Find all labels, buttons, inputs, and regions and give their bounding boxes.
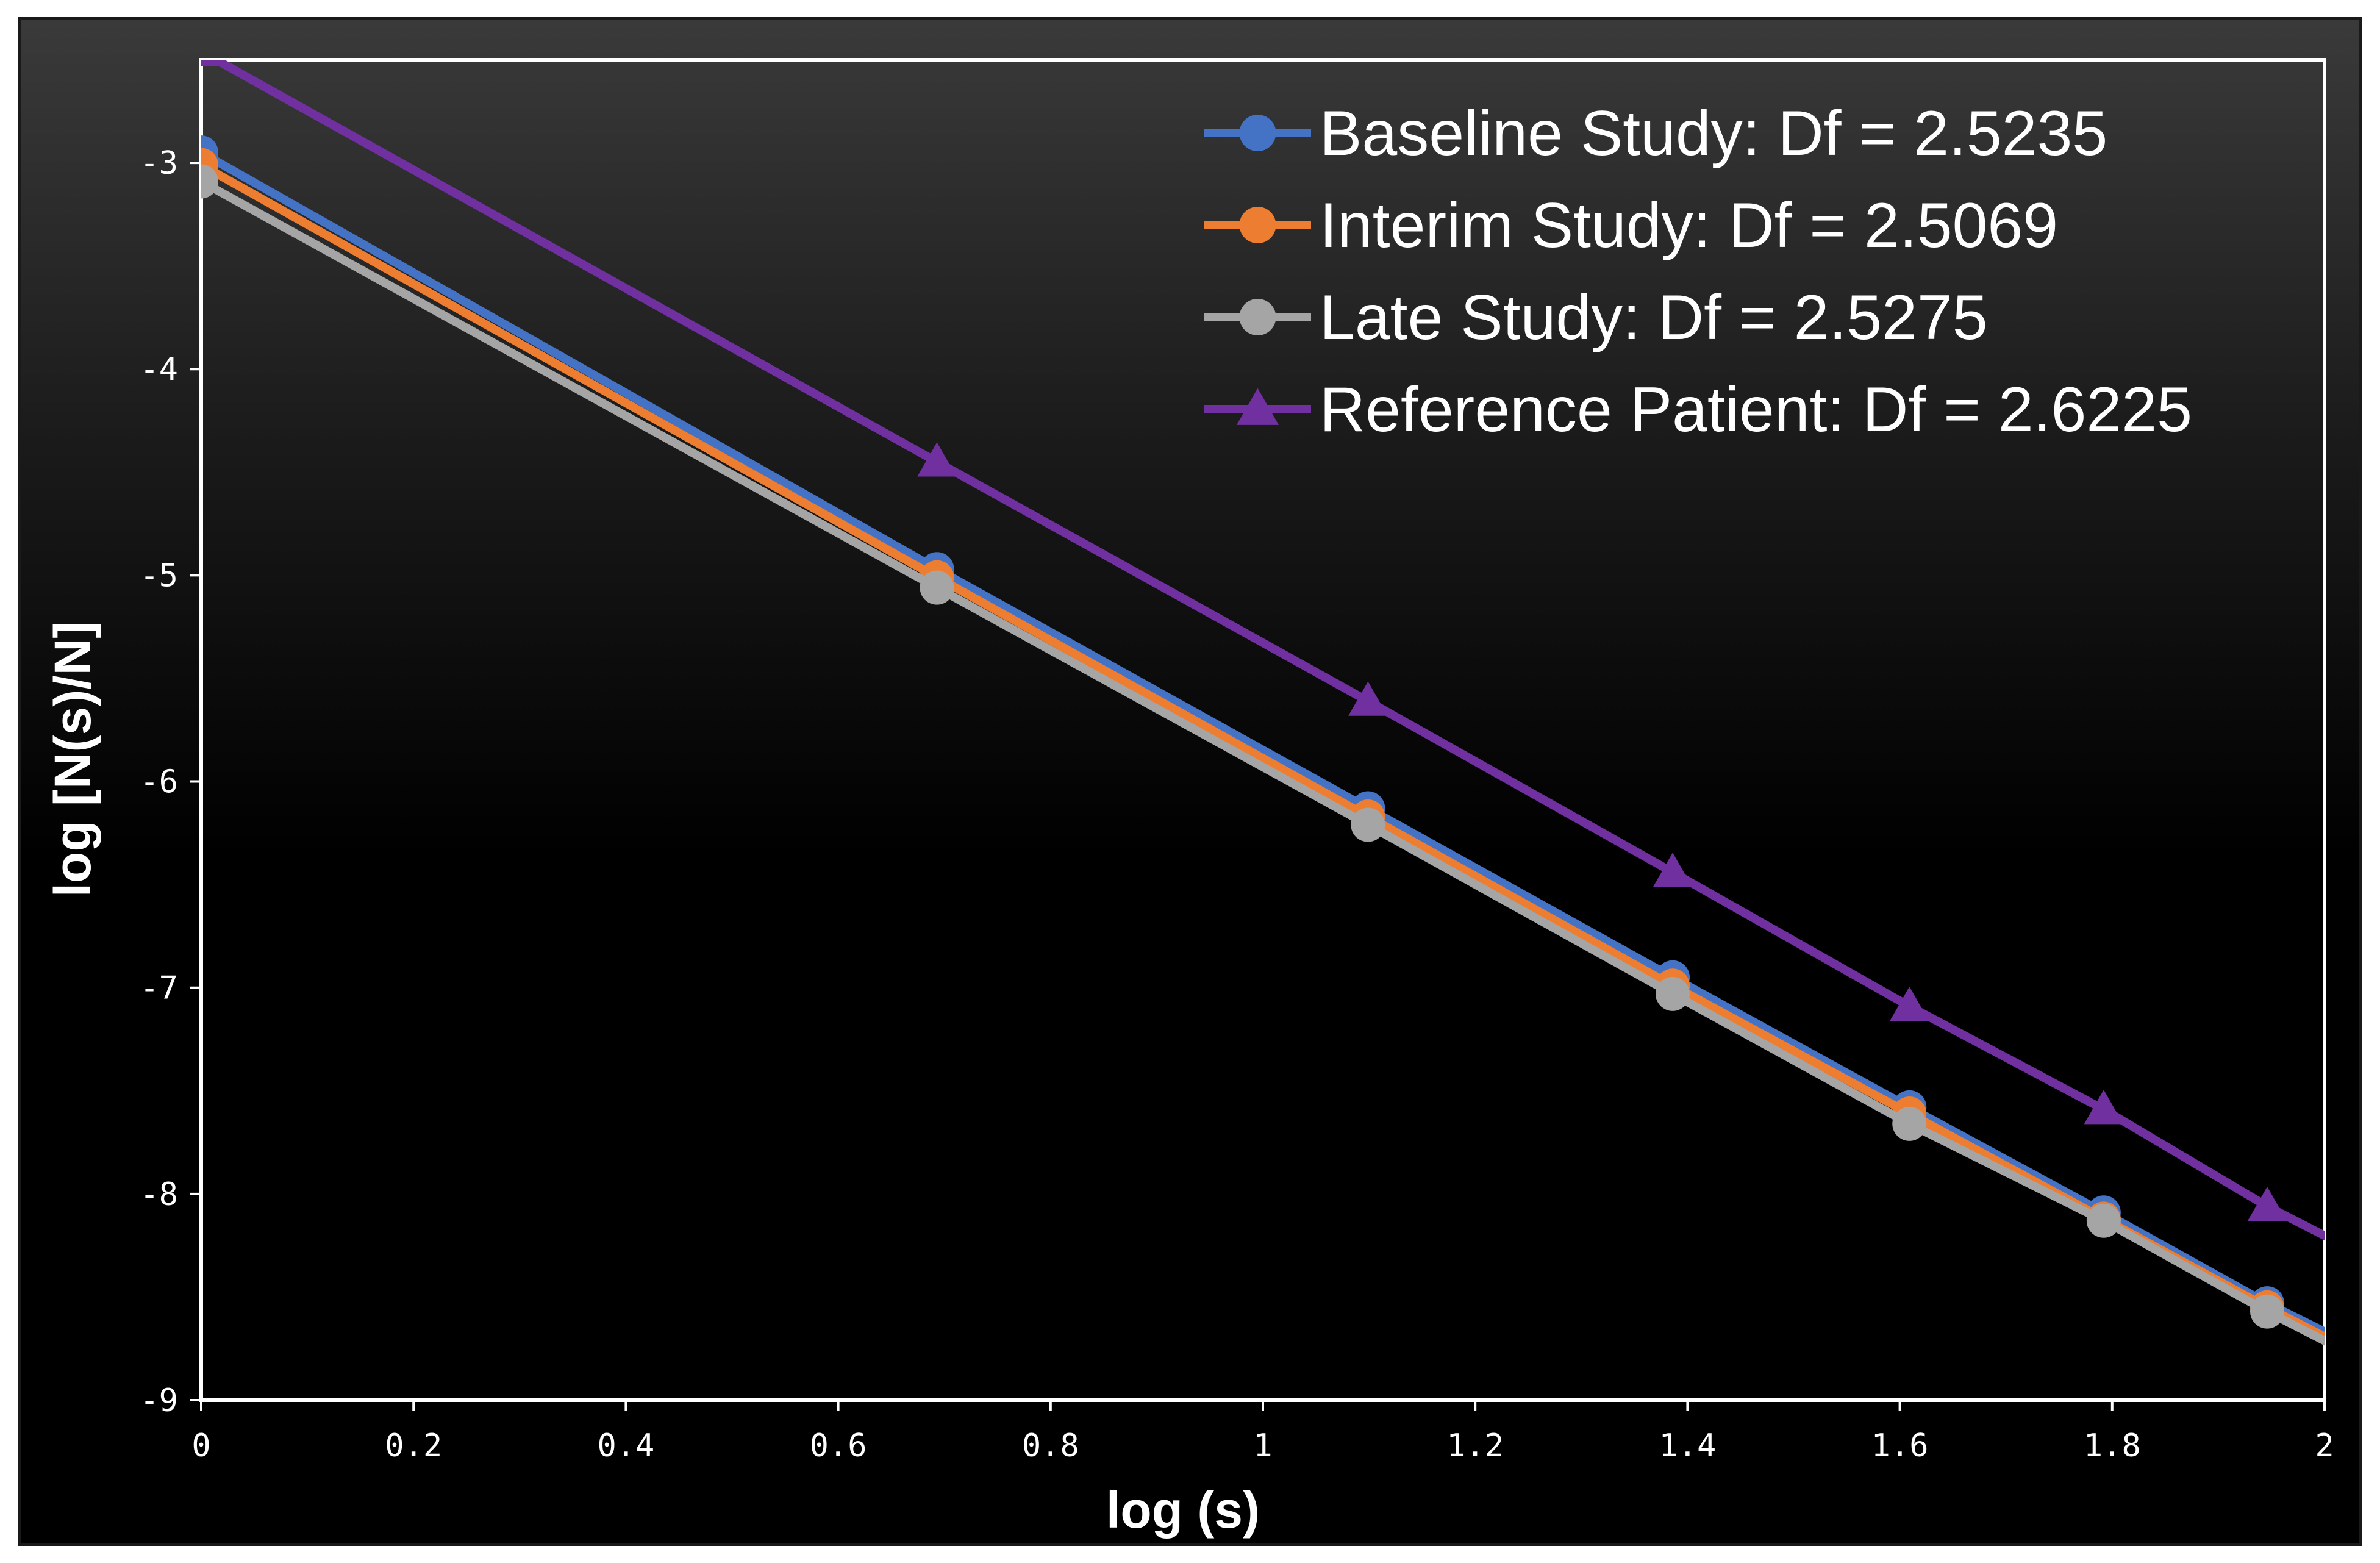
y-tick-label: -9	[140, 1382, 178, 1419]
legend-swatch-marker	[1237, 388, 1279, 425]
y-tick-label: -7	[140, 970, 178, 1007]
legend-swatch-marker	[1239, 207, 1276, 243]
data-point	[917, 442, 957, 477]
y-axis-ticks: -3 -4 -5 -6 -7 -8 -9	[140, 145, 201, 1419]
data-point	[1351, 807, 1385, 842]
y-axis-title: log [N(s)/N]	[44, 621, 101, 898]
data-point	[1890, 986, 1929, 1021]
x-tick-label: 0.4	[597, 1428, 654, 1464]
legend-item: Late Study: Df = 2.5275	[1204, 282, 1988, 353]
x-tick-label: 0	[191, 1428, 210, 1464]
data-point	[201, 164, 218, 199]
data-point	[2247, 1186, 2287, 1221]
data-point	[2086, 1203, 2121, 1238]
x-tick-label: 2	[2315, 1428, 2334, 1464]
x-tick-label: 0.6	[810, 1428, 867, 1464]
series-layer	[201, 60, 2325, 1346]
legend-item: Reference Patient: Df = 2.6225	[1204, 374, 2192, 445]
data-point	[1653, 853, 1693, 887]
data-point	[1892, 1106, 1927, 1141]
data-point	[2084, 1090, 2124, 1125]
x-tick-label: 0.2	[385, 1428, 442, 1464]
series-1	[201, 148, 2325, 1342]
legend-swatch-marker	[1239, 115, 1276, 151]
series-3	[201, 60, 2325, 1241]
legend-item: Baseline Study: Df = 2.5235	[1204, 98, 2107, 169]
x-tick-label: 1.8	[2084, 1428, 2141, 1464]
legend-label: Late Study: Df = 2.5275	[1320, 282, 1988, 353]
data-point	[1348, 681, 1388, 716]
data-point	[920, 570, 954, 605]
y-tick-label: -8	[140, 1176, 178, 1213]
x-tick-label: 1.4	[1659, 1428, 1716, 1464]
legend-label: Reference Patient: Df = 2.6225	[1320, 374, 2192, 445]
y-tick-label: -5	[140, 557, 178, 594]
y-tick-label: -4	[140, 351, 178, 388]
legend-label: Baseline Study: Df = 2.5235	[1320, 98, 2107, 169]
data-point	[201, 60, 221, 66]
x-axis-title: log (s)	[1106, 1481, 1260, 1539]
x-tick-label: 1.2	[1446, 1428, 1504, 1464]
legend-item: Interim Study: Df = 2.5069	[1204, 190, 2058, 261]
series-line	[201, 177, 2325, 1346]
series-2	[201, 164, 2325, 1346]
data-point	[2250, 1294, 2284, 1329]
series-line	[207, 60, 2325, 1241]
x-tick-label: 1	[1253, 1428, 1272, 1464]
x-tick-label: 0.8	[1022, 1428, 1079, 1464]
y-tick-label: -6	[140, 764, 178, 801]
x-axis-ticks: 0 0.2 0.4 0.6 0.8 1 1.2 1.4 1.6 1.8 2	[191, 1400, 2334, 1464]
y-tick-label: -3	[140, 145, 178, 182]
data-point	[1656, 976, 1690, 1011]
legend: Baseline Study: Df = 2.5235 Interim Study…	[1204, 98, 2192, 445]
x-tick-label: 1.6	[1871, 1428, 1929, 1464]
legend-swatch-marker	[1239, 299, 1276, 335]
series-0	[201, 135, 2325, 1337]
legend-label: Interim Study: Df = 2.5069	[1320, 190, 2058, 261]
